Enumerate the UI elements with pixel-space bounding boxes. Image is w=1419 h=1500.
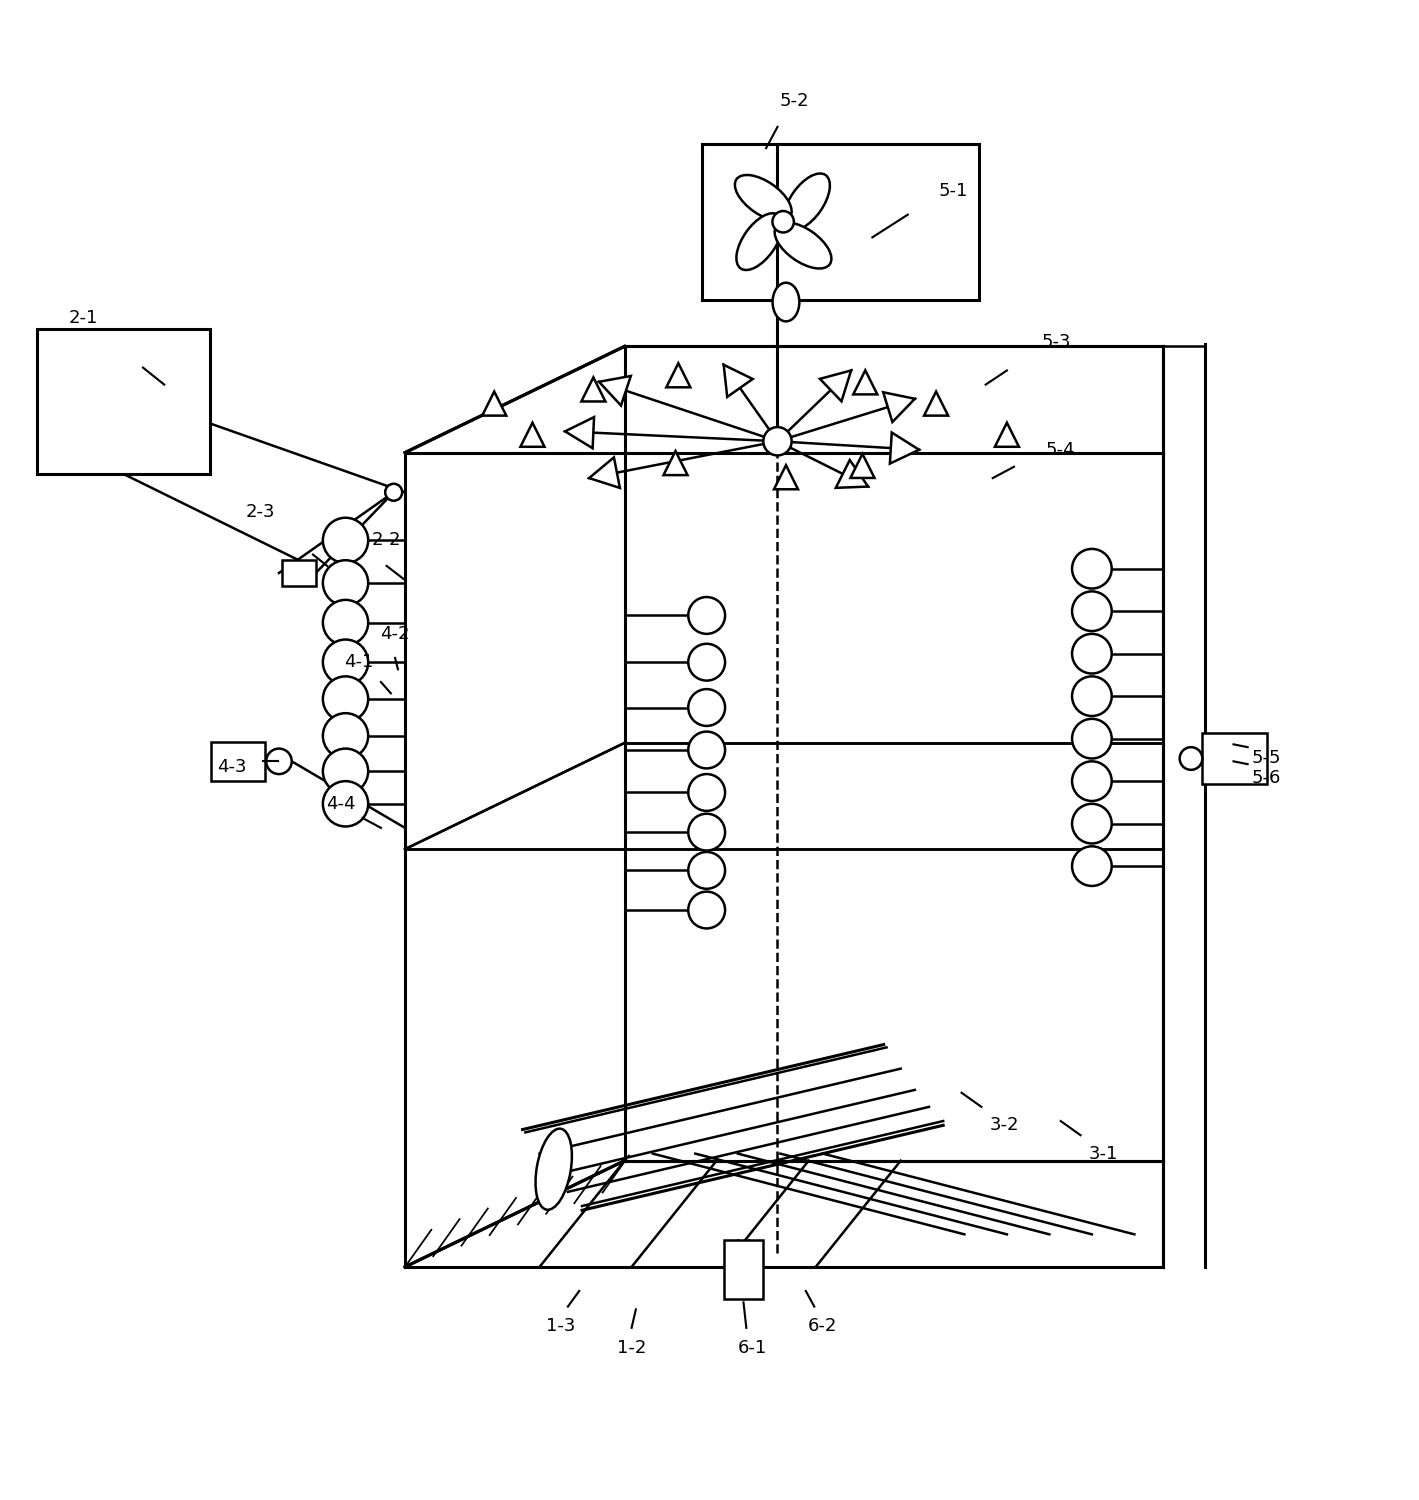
Circle shape (688, 774, 725, 812)
Text: 5-6: 5-6 (1252, 770, 1281, 788)
Circle shape (324, 748, 368, 794)
Polygon shape (565, 417, 595, 448)
Ellipse shape (783, 174, 830, 231)
Polygon shape (850, 454, 874, 478)
Circle shape (772, 211, 793, 232)
Polygon shape (667, 363, 691, 387)
Bar (724, 1240, 763, 1299)
Circle shape (1071, 762, 1111, 801)
Bar (282, 560, 316, 585)
Circle shape (1071, 549, 1111, 588)
Text: 3-2: 3-2 (989, 1116, 1019, 1134)
Text: 3-1: 3-1 (1088, 1144, 1118, 1162)
Polygon shape (883, 393, 915, 422)
Polygon shape (995, 423, 1019, 447)
Circle shape (1071, 846, 1111, 886)
Polygon shape (599, 376, 631, 405)
Polygon shape (724, 364, 752, 398)
Polygon shape (482, 392, 507, 416)
Polygon shape (836, 460, 868, 488)
Circle shape (688, 644, 725, 681)
Circle shape (267, 748, 292, 774)
Circle shape (324, 782, 368, 826)
Text: 2-1: 2-1 (70, 309, 98, 327)
Polygon shape (820, 370, 851, 402)
Text: 4-4: 4-4 (326, 795, 356, 813)
Text: 5-3: 5-3 (1042, 333, 1071, 351)
Ellipse shape (775, 222, 832, 268)
Text: 2-3: 2-3 (245, 503, 275, 520)
Circle shape (1071, 718, 1111, 759)
Polygon shape (582, 378, 606, 402)
Circle shape (1179, 747, 1202, 770)
Text: 1-3: 1-3 (546, 1317, 576, 1335)
Circle shape (1071, 634, 1111, 674)
Bar (211, 741, 265, 782)
Text: 1-2: 1-2 (617, 1338, 646, 1356)
Circle shape (688, 597, 725, 634)
Text: 5-2: 5-2 (779, 93, 809, 111)
Polygon shape (890, 432, 920, 464)
Circle shape (688, 852, 725, 889)
Circle shape (324, 600, 368, 645)
Circle shape (688, 688, 725, 726)
Text: 5-5: 5-5 (1252, 750, 1281, 768)
Ellipse shape (735, 176, 792, 220)
Circle shape (324, 560, 368, 606)
Ellipse shape (772, 282, 799, 321)
Circle shape (688, 891, 725, 928)
Bar (37, 330, 210, 474)
Text: 6-1: 6-1 (738, 1338, 766, 1356)
Circle shape (324, 676, 368, 722)
Ellipse shape (736, 213, 782, 270)
Text: 5-4: 5-4 (1046, 441, 1076, 459)
Polygon shape (589, 458, 620, 488)
Text: 2-2: 2-2 (372, 531, 402, 549)
Circle shape (1071, 676, 1111, 716)
Polygon shape (521, 423, 545, 447)
Polygon shape (853, 370, 877, 394)
Text: 4-2: 4-2 (380, 626, 410, 644)
Polygon shape (924, 392, 948, 416)
Circle shape (763, 427, 792, 456)
Ellipse shape (535, 1128, 572, 1210)
Circle shape (688, 732, 725, 768)
Circle shape (1071, 804, 1111, 843)
Circle shape (385, 484, 402, 501)
Circle shape (688, 813, 725, 850)
Circle shape (324, 639, 368, 686)
Text: 6-2: 6-2 (807, 1317, 837, 1335)
Text: 5-1: 5-1 (938, 182, 968, 200)
Circle shape (324, 712, 368, 759)
Polygon shape (773, 465, 797, 489)
Circle shape (1071, 591, 1111, 632)
Bar (1202, 734, 1267, 784)
Text: 4-1: 4-1 (343, 652, 373, 670)
Text: 4-3: 4-3 (217, 758, 247, 776)
Polygon shape (664, 452, 688, 476)
Circle shape (324, 518, 368, 562)
